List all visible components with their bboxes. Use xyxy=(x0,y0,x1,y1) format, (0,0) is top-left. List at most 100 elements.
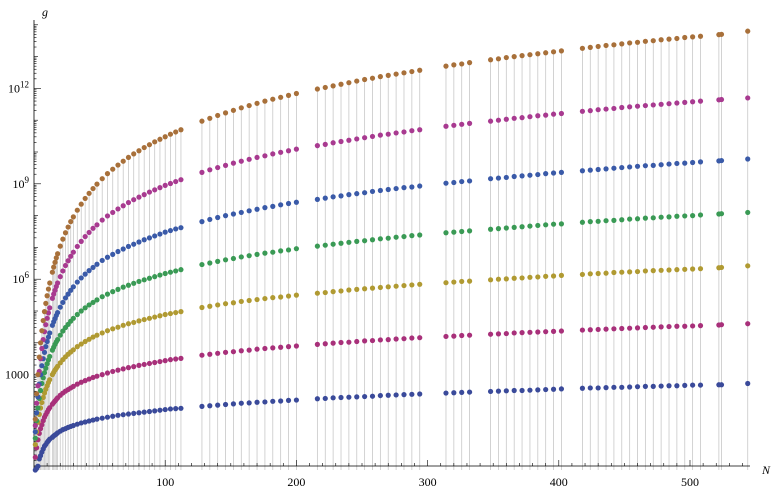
data-point xyxy=(115,162,121,168)
data-point xyxy=(141,277,147,283)
data-point xyxy=(136,239,142,245)
data-point xyxy=(527,114,533,120)
data-point xyxy=(579,385,586,391)
data-point xyxy=(162,182,168,188)
data-point xyxy=(115,412,121,418)
data-point xyxy=(57,274,63,280)
data-point xyxy=(70,347,76,353)
data-point xyxy=(262,250,268,256)
data-point xyxy=(32,429,38,435)
data-point xyxy=(131,241,137,247)
data-point xyxy=(603,326,609,332)
data-point xyxy=(543,171,549,177)
data-point xyxy=(43,322,49,328)
data-point xyxy=(393,392,399,398)
data-point xyxy=(146,360,153,367)
data-point xyxy=(511,330,517,336)
data-point xyxy=(417,391,423,397)
data-point xyxy=(535,171,541,178)
data-point xyxy=(246,347,252,353)
data-point xyxy=(666,36,672,42)
y-tick-label: 1012 xyxy=(8,79,29,95)
data-point xyxy=(362,135,368,141)
data-point xyxy=(579,168,586,174)
data-point xyxy=(246,400,252,406)
data-point xyxy=(417,335,423,341)
data-point xyxy=(611,105,617,112)
data-point xyxy=(49,295,55,301)
data-point xyxy=(141,361,147,368)
data-point xyxy=(82,195,88,202)
data-point xyxy=(697,212,704,218)
data-point xyxy=(354,191,360,197)
data-point xyxy=(39,363,45,369)
data-point xyxy=(417,67,423,73)
data-point xyxy=(246,208,252,214)
data-point xyxy=(285,200,292,207)
data-point xyxy=(34,410,40,416)
data-point xyxy=(278,248,284,254)
data-point xyxy=(558,328,565,334)
data-point xyxy=(634,163,641,169)
data-point xyxy=(697,159,704,165)
data-point xyxy=(459,61,465,67)
data-point xyxy=(238,400,244,406)
data-point xyxy=(86,376,92,382)
data-point xyxy=(558,221,565,227)
data-point xyxy=(579,327,586,333)
data-point xyxy=(178,355,184,361)
data-point xyxy=(43,344,49,350)
data-point xyxy=(745,321,751,327)
data-point xyxy=(443,333,449,340)
data-point xyxy=(246,253,252,259)
data-point xyxy=(611,269,617,276)
data-point xyxy=(642,383,648,389)
data-point xyxy=(666,214,672,220)
data-point xyxy=(115,206,121,212)
data-point xyxy=(550,49,557,55)
data-point xyxy=(690,159,696,166)
data-point xyxy=(314,341,320,347)
data-point xyxy=(104,254,111,260)
data-point xyxy=(674,383,680,389)
data-point xyxy=(94,261,100,267)
data-point xyxy=(401,185,407,191)
data-point xyxy=(254,251,260,257)
data-point xyxy=(690,382,696,388)
data-point xyxy=(78,341,84,347)
data-point xyxy=(401,233,407,240)
data-point xyxy=(682,382,688,389)
data-point xyxy=(86,302,92,308)
data-point xyxy=(293,146,299,152)
data-point xyxy=(354,136,360,142)
data-point xyxy=(658,37,664,43)
data-point xyxy=(595,107,601,113)
x-tick-label: 500 xyxy=(681,475,699,489)
data-point xyxy=(385,284,391,290)
data-point xyxy=(35,383,41,389)
data-point xyxy=(246,156,252,162)
data-point xyxy=(35,372,41,378)
data-point xyxy=(162,270,168,277)
data-point xyxy=(330,340,336,346)
data-point xyxy=(136,194,142,200)
data-point xyxy=(74,344,80,350)
data-point xyxy=(262,399,268,405)
data-point xyxy=(99,372,105,378)
data-point xyxy=(115,248,121,255)
data-point xyxy=(603,385,609,391)
data-point xyxy=(152,274,158,280)
data-point xyxy=(745,156,751,162)
data-point xyxy=(99,257,105,264)
data-point xyxy=(745,95,751,101)
data-point xyxy=(587,219,593,225)
data-point xyxy=(417,127,423,133)
data-point xyxy=(41,370,48,376)
data-point xyxy=(70,249,76,255)
data-point xyxy=(141,316,147,323)
data-point xyxy=(39,345,45,352)
data-point xyxy=(409,68,415,75)
data-point xyxy=(285,148,292,154)
data-point xyxy=(603,106,609,112)
data-point xyxy=(377,392,383,399)
